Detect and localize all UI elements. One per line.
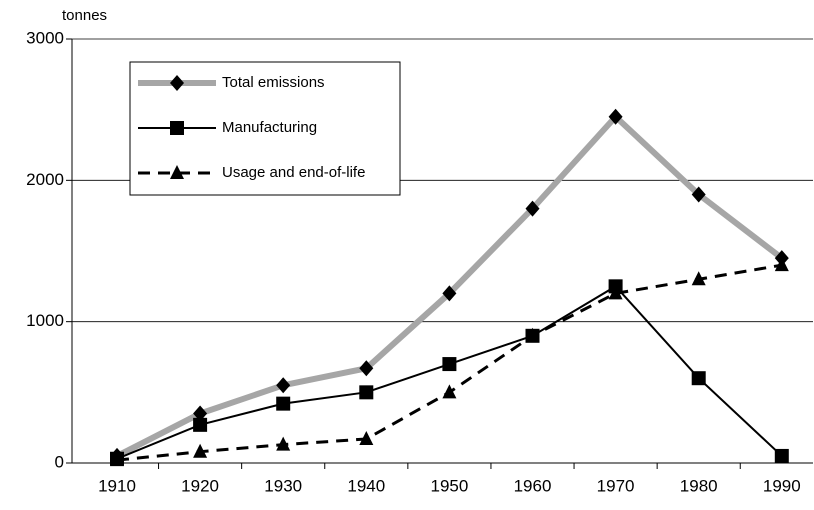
y-axis-label: tonnes: [62, 7, 107, 24]
x-tick-label: 1920: [181, 476, 219, 495]
x-tick-label: 1970: [597, 476, 635, 495]
x-tick-label: 1980: [680, 476, 718, 495]
marker-diamond: [608, 108, 623, 125]
marker-diamond: [170, 75, 184, 91]
x-tick-label: 1950: [430, 476, 468, 495]
marker-triangle: [110, 452, 124, 467]
y-tick-label: 0: [55, 452, 64, 471]
marker-triangle: [525, 327, 540, 342]
y-tick-label: 2000: [26, 170, 64, 189]
x-tick-label: 1960: [514, 476, 552, 495]
marker-square: [276, 396, 291, 411]
marker-triangle: [276, 436, 291, 451]
marker-diamond: [276, 377, 291, 394]
marker-diamond: [193, 405, 208, 422]
x-tick-label: 1940: [347, 476, 385, 495]
marker-triangle: [691, 271, 706, 286]
marker-triangle: [359, 430, 374, 445]
y-tick-label: 1000: [26, 311, 64, 330]
marker-diamond: [359, 360, 374, 377]
legend-label: Usage and end-of-life: [222, 164, 365, 181]
marker-square: [193, 417, 208, 432]
marker-diamond: [442, 285, 457, 302]
x-tick-label: 1990: [763, 476, 801, 495]
x-tick-label: 1930: [264, 476, 302, 495]
legend: Total emissions Manufacturing Usage and en…: [129, 61, 401, 196]
marker-square: [442, 357, 457, 372]
marker-diamond: [525, 200, 540, 217]
marker-triangle: [170, 165, 184, 179]
marker-triangle: [774, 257, 789, 272]
marker-square: [774, 448, 789, 463]
marker-square: [170, 121, 184, 135]
marker-triangle: [608, 285, 623, 300]
marker-square: [691, 371, 706, 386]
marker-square: [359, 385, 374, 400]
marker-triangle: [193, 443, 208, 458]
marker-triangle: [442, 384, 457, 399]
marker-diamond: [691, 186, 706, 203]
x-tick-label: 1910: [98, 476, 136, 495]
legend-label: Manufacturing: [222, 119, 317, 136]
series-line: [116, 285, 783, 460]
legend-label: Total emissions: [222, 74, 325, 91]
y-tick-label: 3000: [26, 28, 64, 47]
